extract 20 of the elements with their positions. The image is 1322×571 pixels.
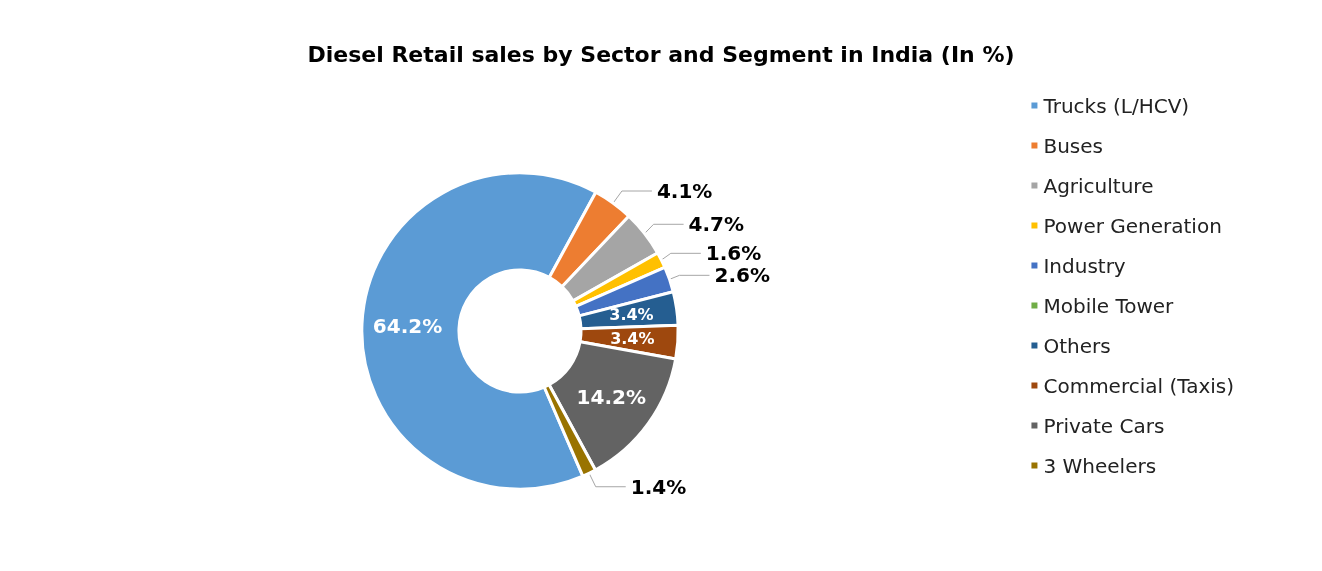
data-label: 1.4%: [630, 474, 687, 499]
data-label: 2.6%: [714, 263, 770, 288]
data-label: 1.6%: [705, 241, 762, 266]
legend-label: Industry: [1043, 253, 1126, 278]
data-label: 14.2%: [576, 385, 646, 409]
data-label: 3.4%: [609, 305, 654, 325]
data-label: 4.7%: [688, 212, 745, 237]
legend-label: Agriculture: [1043, 173, 1154, 198]
legend-label: Others: [1043, 333, 1111, 358]
legend-label: Buses: [1043, 133, 1103, 158]
legend-label: Trucks (L/HCV): [1042, 93, 1190, 118]
legend-label: Mobile Tower: [1043, 293, 1175, 318]
legend-label: Commercial (Taxis): [1043, 373, 1235, 398]
legend-label: Power Generation: [1043, 213, 1222, 238]
chart-title: Diesel Retail sales by Sector and Segment in India (In %): [307, 41, 1015, 67]
legend-label: 3 Wheelers: [1043, 453, 1157, 478]
legend-label: Private Cars: [1043, 413, 1165, 438]
data-label: 64.2%: [372, 313, 443, 338]
data-label: 3.4%: [610, 329, 655, 349]
data-label: 4.1%: [656, 179, 713, 203]
